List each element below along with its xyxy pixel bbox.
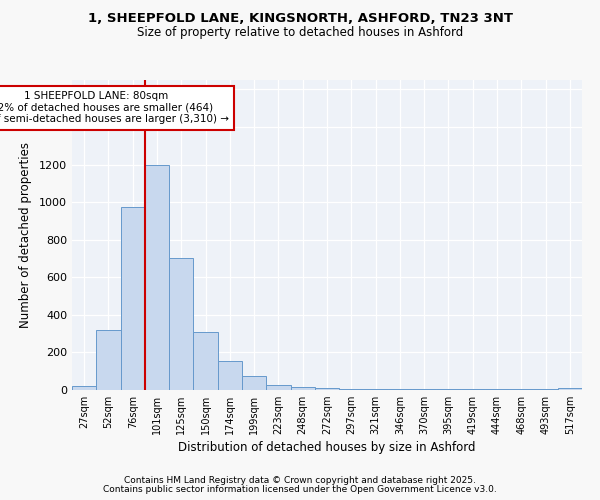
Y-axis label: Number of detached properties: Number of detached properties	[19, 142, 32, 328]
Bar	[242, 376, 266, 390]
Bar	[121, 207, 145, 390]
Text: 1 SHEEPFOLD LANE: 80sqm
← 12% of detached houses are smaller (464)
87% of semi-d: 1 SHEEPFOLD LANE: 80sqm ← 12% of detache…	[0, 92, 229, 124]
Text: Contains public sector information licensed under the Open Government Licence v3: Contains public sector information licen…	[103, 485, 497, 494]
Bar	[218, 361, 242, 390]
Text: 1, SHEEPFOLD LANE, KINGSNORTH, ASHFORD, TN23 3NT: 1, SHEEPFOLD LANE, KINGSNORTH, ASHFORD, …	[88, 12, 512, 26]
Bar	[96, 330, 121, 390]
Text: Contains HM Land Registry data © Crown copyright and database right 2025.: Contains HM Land Registry data © Crown c…	[124, 476, 476, 485]
Bar	[169, 258, 193, 390]
Bar	[72, 386, 96, 390]
X-axis label: Distribution of detached houses by size in Ashford: Distribution of detached houses by size …	[178, 442, 476, 454]
Bar	[193, 332, 218, 390]
Bar	[290, 387, 315, 390]
Bar	[266, 386, 290, 390]
Bar	[339, 389, 364, 390]
Bar	[364, 389, 388, 390]
Bar	[315, 388, 339, 390]
Bar	[558, 388, 582, 390]
Bar	[145, 164, 169, 390]
Text: Size of property relative to detached houses in Ashford: Size of property relative to detached ho…	[137, 26, 463, 39]
